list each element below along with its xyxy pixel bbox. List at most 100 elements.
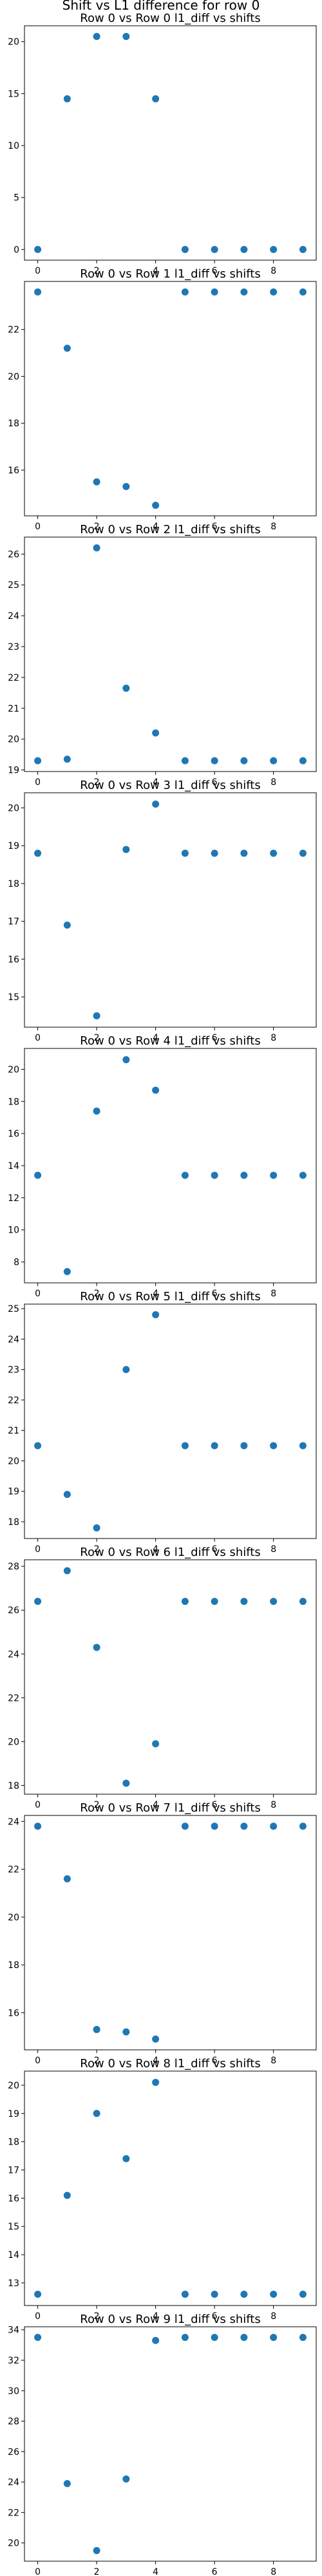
data-point bbox=[93, 1524, 100, 1531]
y-tick-label: 24 bbox=[8, 611, 19, 621]
y-tick-label: 19 bbox=[8, 766, 19, 776]
y-tick-label: 22 bbox=[8, 1865, 19, 1875]
plot-frame bbox=[24, 1559, 317, 1795]
data-point bbox=[181, 1598, 189, 1605]
data-point bbox=[93, 1012, 100, 1019]
data-point bbox=[240, 849, 248, 857]
y-tick-label: 18 bbox=[8, 1097, 19, 1107]
y-tick-label: 12 bbox=[8, 1193, 19, 1204]
panel-title: Row 0 vs Row 5 l1_diff vs shifts bbox=[80, 1290, 260, 1303]
y-tick-label: 14 bbox=[8, 1161, 19, 1171]
x-tick-label: 4 bbox=[153, 1800, 158, 1810]
y-tick-label: 22 bbox=[8, 2508, 19, 2518]
data-point bbox=[299, 288, 307, 296]
data-point bbox=[152, 2079, 160, 2087]
data-point bbox=[34, 1598, 42, 1605]
data-point bbox=[63, 345, 71, 352]
y-tick-label: 8 bbox=[14, 1258, 19, 1268]
panel-title: Row 0 vs Row 7 l1_diff vs shifts bbox=[80, 1801, 260, 1815]
x-tick-label: 2 bbox=[94, 1800, 100, 1810]
x-tick-label: 4 bbox=[153, 777, 158, 788]
x-tick-label: 8 bbox=[270, 1800, 276, 1810]
plot-frame bbox=[24, 1815, 317, 2050]
data-point bbox=[211, 2334, 218, 2342]
x-tick-label: 0 bbox=[35, 2056, 41, 2066]
x-tick-label: 4 bbox=[153, 266, 158, 276]
x-tick-label: 4 bbox=[153, 2567, 158, 2576]
data-point bbox=[240, 1598, 248, 1605]
data-point bbox=[240, 2334, 248, 2342]
x-tick-label: 2 bbox=[94, 777, 100, 788]
data-point bbox=[63, 1490, 71, 1498]
data-point bbox=[93, 478, 100, 486]
data-point bbox=[34, 1823, 42, 1830]
plot-frame bbox=[24, 1048, 317, 1283]
data-point bbox=[152, 1086, 160, 1094]
data-point bbox=[181, 1823, 189, 1830]
data-point bbox=[122, 483, 130, 490]
data-point bbox=[93, 544, 100, 552]
y-tick-label: 18 bbox=[8, 1960, 19, 1971]
plot-frame bbox=[24, 25, 317, 261]
data-point bbox=[181, 1442, 189, 1450]
data-point bbox=[63, 1875, 71, 1882]
y-tick-label: 20 bbox=[8, 1737, 19, 1747]
data-point bbox=[152, 502, 160, 509]
data-point bbox=[211, 1823, 218, 1830]
data-point bbox=[240, 1823, 248, 1830]
plot-frame bbox=[24, 2326, 317, 2562]
data-point bbox=[34, 2334, 42, 2342]
y-tick-label: 20 bbox=[8, 1065, 19, 1075]
data-point bbox=[63, 95, 71, 102]
x-tick-label: 2 bbox=[94, 2056, 100, 2066]
scatter-panel: Row 0 vs Row 0 l1_diff vs shifts 0 2 4 6 8 0 5 1… bbox=[8, 12, 317, 276]
data-point bbox=[240, 288, 248, 296]
data-point bbox=[211, 1598, 218, 1605]
y-tick-label: 10 bbox=[8, 141, 19, 151]
y-tick-label: 22 bbox=[8, 673, 19, 683]
data-point bbox=[122, 1366, 130, 1374]
data-point bbox=[93, 2110, 100, 2117]
y-tick-label: 20 bbox=[8, 1456, 19, 1466]
data-point bbox=[63, 2479, 71, 2487]
x-tick-label: 6 bbox=[212, 777, 218, 788]
data-point bbox=[270, 1171, 278, 1179]
data-point bbox=[63, 1268, 71, 1276]
x-tick-label: 0 bbox=[35, 1289, 41, 1299]
panel-title: Row 0 vs Row 6 l1_diff vs shifts bbox=[80, 1546, 260, 1559]
data-point bbox=[211, 288, 218, 296]
y-tick-label: 18 bbox=[8, 419, 19, 429]
data-point bbox=[152, 800, 160, 808]
y-tick-label: 5 bbox=[14, 193, 19, 204]
data-point bbox=[93, 33, 100, 41]
x-tick-label: 4 bbox=[153, 1289, 158, 1299]
y-tick-label: 30 bbox=[8, 2386, 19, 2396]
data-point bbox=[152, 95, 160, 102]
panel-title: Row 0 vs Row 0 l1_diff vs shifts bbox=[80, 12, 260, 25]
data-point bbox=[122, 33, 130, 41]
x-tick-label: 0 bbox=[35, 522, 41, 532]
x-tick-label: 4 bbox=[153, 522, 158, 532]
y-tick-label: 14 bbox=[8, 2250, 19, 2260]
data-point bbox=[181, 288, 189, 296]
panel-title: Row 0 vs Row 2 l1_diff vs shifts bbox=[80, 523, 260, 536]
y-tick-label: 20 bbox=[8, 2081, 19, 2091]
data-point bbox=[93, 2025, 100, 2033]
data-point bbox=[152, 1311, 160, 1319]
data-point bbox=[240, 1171, 248, 1179]
y-tick-label: 10 bbox=[8, 1226, 19, 1236]
y-tick-label: 24 bbox=[8, 2477, 19, 2488]
x-tick-label: 4 bbox=[153, 2311, 158, 2322]
y-tick-label: 22 bbox=[8, 325, 19, 336]
data-point bbox=[93, 1107, 100, 1115]
data-point bbox=[93, 2546, 100, 2554]
data-point bbox=[299, 1598, 307, 1605]
y-tick-label: 16 bbox=[8, 466, 19, 476]
data-point bbox=[299, 1823, 307, 1830]
data-point bbox=[181, 245, 189, 253]
x-tick-label: 2 bbox=[94, 2311, 100, 2322]
data-point bbox=[299, 2334, 307, 2342]
scatter-panel: Row 0 vs Row 1 l1_diff vs shifts 0 2 4 6 8 16 1… bbox=[8, 267, 317, 532]
